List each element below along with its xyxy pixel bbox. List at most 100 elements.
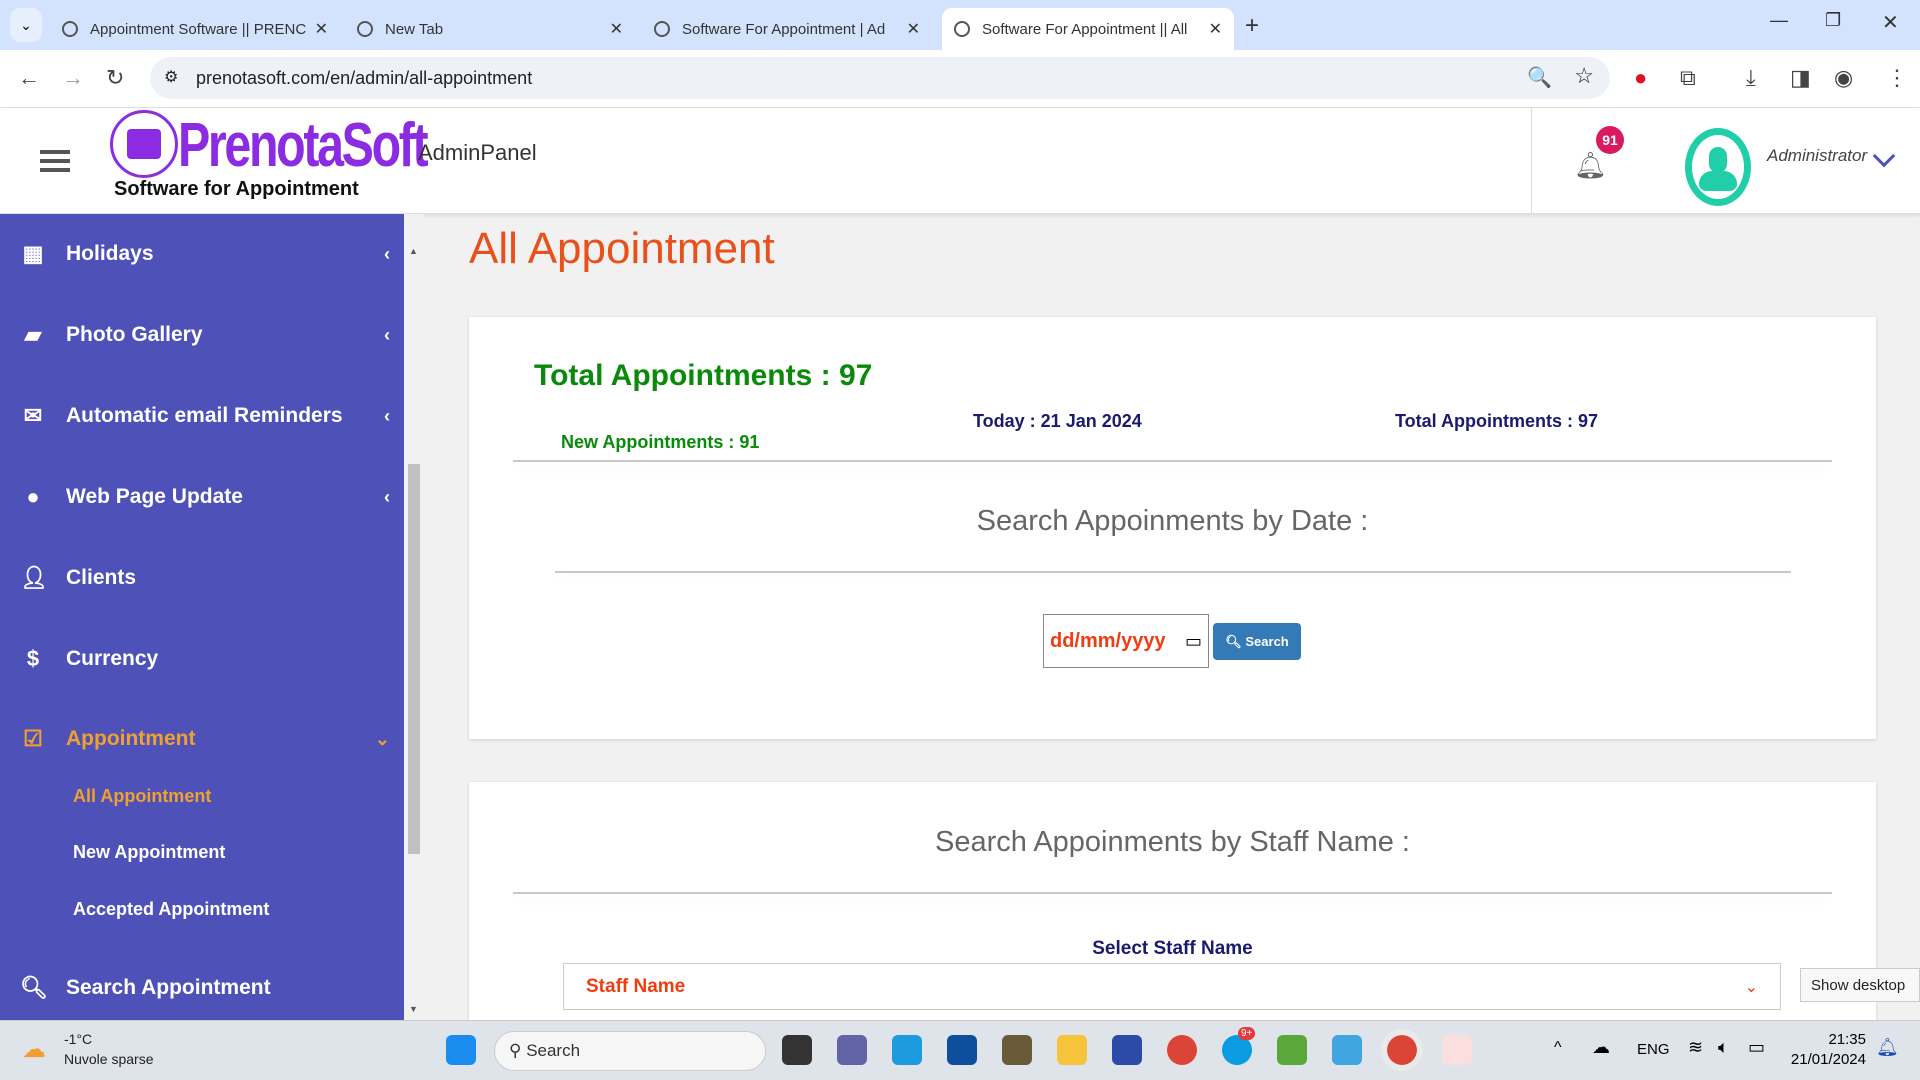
reload-icon[interactable]: ↻ bbox=[106, 65, 125, 90]
chrome-icon[interactable] bbox=[1381, 1029, 1423, 1071]
envelope-icon: ✉ bbox=[23, 403, 43, 428]
divider bbox=[513, 892, 1832, 894]
back-icon[interactable]: ← bbox=[18, 65, 40, 90]
chevron-left-icon: ‹ bbox=[384, 486, 390, 507]
avatar[interactable] bbox=[1685, 128, 1751, 206]
wifi-icon[interactable]: ≋ bbox=[1688, 1037, 1704, 1057]
sidebar-item-appointment[interactable]: ☑ Appointment ⌄ bbox=[20, 726, 390, 752]
notification-bell-icon[interactable]: 🔔︎ bbox=[1876, 1037, 1899, 1057]
download-icon[interactable]: ⤓ bbox=[1746, 65, 1756, 90]
close-icon[interactable]: ✕ bbox=[314, 21, 328, 38]
globe-icon bbox=[954, 21, 970, 37]
chevron-down-icon[interactable] bbox=[1872, 144, 1896, 168]
sidebar-subitem-new-appointment[interactable]: New Appointment bbox=[73, 842, 226, 862]
sidebar-subitem-accepted-appointment[interactable]: Accepted Appointment bbox=[73, 899, 270, 919]
language-indicator[interactable]: ENG bbox=[1637, 1041, 1670, 1058]
weather-icon[interactable]: ☁ bbox=[22, 1036, 46, 1063]
clock-time[interactable]: 21:35 bbox=[1828, 1031, 1866, 1048]
file-explorer-icon[interactable] bbox=[1057, 1035, 1087, 1065]
total-appointments-heading: Total Appointments : 97 bbox=[534, 359, 873, 392]
sidebar-item-search-appointment[interactable]: 🔍︎ Search Appointment bbox=[20, 975, 271, 1000]
battery-icon[interactable]: ▭ bbox=[1748, 1037, 1766, 1057]
chrome-icon[interactable] bbox=[1167, 1035, 1197, 1065]
minimize-button[interactable]: — bbox=[1770, 10, 1788, 30]
sidebar-item-clients[interactable]: 👤︎ Clients bbox=[20, 565, 137, 590]
sidebar-scrollbar[interactable]: ▲ ▼ bbox=[404, 214, 424, 1020]
notification-badge: 91 bbox=[1596, 126, 1624, 154]
staff-select[interactable]: Staff Name ⌄ bbox=[563, 963, 1781, 1010]
close-icon[interactable]: ✕ bbox=[1208, 21, 1222, 38]
taskbar-search[interactable]: ⚲ Search bbox=[494, 1031, 766, 1071]
browser-tab[interactable]: Appointment Software || PRENC ✕ bbox=[50, 8, 340, 50]
chevron-down-icon: ⌄ bbox=[1744, 978, 1758, 996]
volume-icon[interactable]: 🔈︎ bbox=[1718, 1037, 1729, 1057]
divider bbox=[555, 571, 1791, 573]
search-icon: 🔍︎ bbox=[1225, 634, 1246, 649]
tab-search-button[interactable]: ⌄ bbox=[10, 8, 42, 42]
browser-tab[interactable]: Software For Appointment | Ad ✕ bbox=[642, 8, 932, 50]
show-desktop-tooltip: Show desktop bbox=[1800, 968, 1920, 1002]
snipping-tool-icon[interactable] bbox=[1442, 1035, 1472, 1065]
sidebar: ▦ Holidays ‹ ▰ Photo Gallery ‹ ✉ Automatic em… bbox=[0, 214, 404, 1020]
profile-icon[interactable]: ◉ bbox=[1834, 65, 1854, 90]
bookmark-star-icon[interactable]: ☆ bbox=[1574, 63, 1594, 88]
app-icon[interactable] bbox=[1277, 1035, 1307, 1065]
date-input[interactable]: dd/mm/yyyy ▭ bbox=[1043, 614, 1209, 668]
date-search-title: Search Appoinments by Date : bbox=[976, 505, 1369, 537]
close-icon[interactable]: ✕ bbox=[609, 21, 623, 38]
new-appointments-count: New Appointments : 91 bbox=[561, 432, 760, 452]
forward-icon[interactable]: → bbox=[62, 65, 84, 90]
sidebar-item-web-page-update[interactable]: ● Web Page Update ‹ bbox=[20, 484, 390, 510]
extensions-icon[interactable]: ⧉ bbox=[1680, 65, 1696, 90]
clock-date[interactable]: 21/01/2024 bbox=[1790, 1051, 1866, 1068]
dollar-icon: $ bbox=[26, 646, 40, 671]
new-tab-button[interactable]: + bbox=[1245, 12, 1260, 39]
calendar-icon[interactable]: ▭ bbox=[1184, 630, 1202, 651]
menu-icon[interactable]: ⋮ bbox=[1886, 65, 1908, 90]
close-icon[interactable]: ✕ bbox=[906, 21, 920, 38]
app-icon[interactable] bbox=[1112, 1035, 1142, 1065]
windows-start-icon[interactable] bbox=[446, 1035, 476, 1065]
scrollbar-thumb[interactable] bbox=[408, 464, 420, 854]
app-icon[interactable] bbox=[1002, 1035, 1032, 1065]
close-window-button[interactable]: ✕ bbox=[1882, 12, 1899, 34]
app-header: PrenotaSoft Software for Appointment Adm… bbox=[0, 108, 1920, 214]
browser-tab[interactable]: New Tab ✕ bbox=[345, 8, 635, 50]
browser-tab-active[interactable]: Software For Appointment || All ✕ bbox=[942, 8, 1234, 50]
skype-icon[interactable] bbox=[1222, 1035, 1252, 1065]
store-icon[interactable] bbox=[947, 1035, 977, 1065]
sidebar-item-photo-gallery[interactable]: ▰ Photo Gallery ‹ bbox=[20, 322, 390, 348]
notepad-icon[interactable] bbox=[1332, 1035, 1362, 1065]
sidebar-item-holidays[interactable]: ▦ Holidays ‹ bbox=[20, 241, 390, 267]
skype-badge: 9+ bbox=[1238, 1027, 1256, 1040]
browser-tab-bar: ⌄ Appointment Software || PRENC ✕ New Tab… bbox=[0, 0, 1920, 50]
sidebar-item-email-reminders[interactable]: ✉ Automatic email Reminders ‹ bbox=[20, 403, 390, 429]
sidebar-item-currency[interactable]: $ Currency bbox=[20, 646, 390, 672]
staff-label: Select Staff Name bbox=[1092, 938, 1253, 959]
side-panel-icon[interactable]: ◨ bbox=[1790, 65, 1811, 90]
globe-icon: ● bbox=[26, 484, 40, 509]
hamburger-menu-icon[interactable] bbox=[40, 150, 70, 172]
zoom-icon[interactable]: 🔍 bbox=[1527, 67, 1552, 89]
user-icon: 👤︎ bbox=[20, 565, 48, 590]
task-view-icon[interactable] bbox=[782, 1035, 812, 1065]
total-appointments-count: Total Appointments : 97 bbox=[1395, 411, 1599, 431]
globe-icon bbox=[62, 21, 78, 37]
user-name[interactable]: Administrator bbox=[1767, 146, 1868, 165]
globe-icon bbox=[357, 21, 373, 37]
url-input[interactable]: ⚙ prenotasoft.com/en/admin/all-appointme… bbox=[150, 57, 1610, 99]
restore-button[interactable]: ❐ bbox=[1825, 10, 1842, 30]
admin-panel-label: AdminPanel bbox=[418, 140, 537, 165]
bell-icon[interactable]: 🔔︎ bbox=[1574, 150, 1608, 180]
opera-extension-icon[interactable]: ● bbox=[1634, 65, 1648, 90]
address-bar-row: ← → ↻ ⚙ prenotasoft.com/en/admin/all-app… bbox=[0, 50, 1920, 108]
logo[interactable]: PrenotaSoft Software for Appointment bbox=[110, 110, 429, 210]
chevron-up-icon[interactable]: ^ bbox=[1554, 1039, 1562, 1056]
onedrive-icon[interactable]: ☁ bbox=[1592, 1037, 1610, 1057]
sidebar-subitem-all-appointment[interactable]: All Appointment bbox=[73, 786, 212, 806]
calendar-logo-icon bbox=[110, 110, 178, 178]
teams-icon[interactable] bbox=[837, 1035, 867, 1065]
edge-icon[interactable] bbox=[892, 1035, 922, 1065]
search-button[interactable]: 🔍︎ Search bbox=[1213, 623, 1301, 660]
site-info-icon[interactable]: ⚙ bbox=[164, 69, 179, 86]
